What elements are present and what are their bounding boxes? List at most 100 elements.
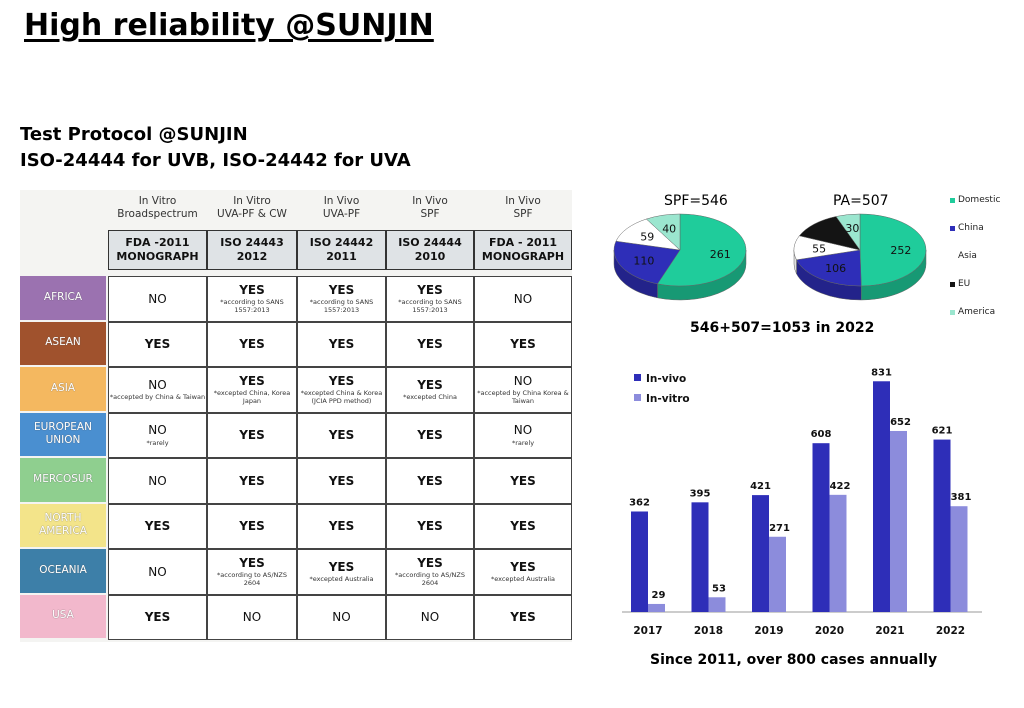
table-cell: NO [108, 549, 207, 595]
region-label: ASIA [20, 367, 106, 411]
column-header-line: Broadspectrum [117, 208, 198, 220]
bar-value-label: 53 [712, 583, 726, 594]
region-label: ASEAN [20, 321, 106, 365]
column-header: In Vivo UVA-PF [297, 190, 386, 226]
table-cell: YES *excepted China, Korea Japan [207, 367, 297, 413]
table-cell: YES *excepted Australia [297, 549, 386, 595]
cell-value: YES [417, 337, 443, 352]
cell-note: *rarely [511, 438, 535, 447]
pie-value-label: 252 [890, 244, 911, 257]
cell-value: YES [239, 555, 265, 570]
bar-in-vivo [812, 443, 830, 612]
bar-in-vivo [691, 502, 709, 612]
cell-value: YES [510, 337, 536, 352]
cell-value: NO [513, 423, 533, 438]
column-header: In Vitro Broadspectrum [108, 190, 207, 226]
legend-item: Asia [950, 251, 977, 261]
table-cell: YES [108, 321, 207, 367]
cell-value: YES [417, 473, 443, 488]
cell-note: *according to SANS 1557:2013 [309, 298, 374, 315]
legend-swatch [950, 309, 955, 315]
bar-in-vivo [752, 495, 769, 612]
legend-label: Domestic [958, 195, 1001, 205]
legend-item: EU [950, 279, 970, 289]
bar-in-vivo [933, 439, 951, 612]
cell-value: YES [239, 373, 265, 388]
x-tick-label: 2017 [633, 625, 662, 637]
cell-note: *excepted Australia [490, 575, 556, 584]
legend-item: America [950, 307, 995, 317]
cell-value: NO [332, 610, 351, 625]
x-tick-label: 2019 [754, 625, 783, 637]
cell-note: *accepted by China Korea & Taiwan [477, 389, 569, 406]
cell-value: YES [328, 337, 355, 352]
bar-in-vitro [708, 597, 726, 612]
standard-header: ISO 24442 2011 [297, 230, 386, 270]
table-cell: YES [207, 458, 297, 504]
region-label: AFRICA [20, 276, 106, 320]
pie-value-label: 106 [825, 262, 846, 275]
cell-value: YES [510, 519, 536, 534]
table-cell: YES [297, 412, 386, 458]
cell-value: YES [328, 373, 355, 388]
bar-value-label: 652 [890, 417, 911, 428]
pie-slice [657, 213, 747, 287]
cell-value: YES [417, 377, 443, 392]
table-cell: NO [297, 594, 386, 640]
table-cell: YES [386, 412, 474, 458]
table-cell: NO *rarely [474, 412, 572, 458]
bar-in-vivo [873, 381, 890, 612]
table-cell: YES [207, 321, 297, 367]
column-header: In Vitro UVA-PF & CW [207, 190, 297, 226]
cell-value: YES [328, 519, 355, 534]
cell-value: YES [510, 559, 536, 574]
cell-note: *excepted China, Korea Japan [213, 389, 291, 406]
table-cell: YES *according to SANS 1557:2013 [386, 276, 474, 322]
cell-value: YES [328, 473, 355, 488]
pie-slice [613, 240, 681, 285]
table-cell: YES *according to SANS 1557:2013 [297, 276, 386, 322]
cell-value: YES [239, 428, 265, 443]
cell-value: YES [144, 610, 171, 625]
standard-header-line: ISO 24442 [309, 235, 374, 249]
cell-value: NO [148, 291, 167, 306]
cell-value: NO [513, 291, 533, 306]
table-cell: NO [108, 276, 207, 322]
cell-value: YES [239, 282, 265, 297]
cell-value: NO [513, 373, 533, 388]
table-cell: NO *accepted by China & Taiwan [108, 367, 207, 413]
cell-value: YES [417, 555, 443, 570]
bar-in-vitro [829, 494, 847, 612]
table-cell: YES [108, 594, 207, 640]
table-cell: YES *excepted Australia [474, 549, 572, 595]
pie-value-label: 59 [640, 231, 654, 244]
test-protocol-table: In Vitro Broadspectrum In Vitro UVA-PF & CW… [20, 190, 572, 642]
table-cell: YES *excepted China [386, 367, 474, 413]
legend-swatch [950, 253, 955, 259]
pie-slice [835, 213, 861, 251]
bar-chart-footnote: Since 2011, over 800 cases annually [650, 652, 938, 668]
table-cell: NO [386, 594, 474, 640]
cell-note: *excepted China & Korea (JCIA PPD method… [300, 389, 383, 406]
cell-value: NO [420, 610, 440, 625]
cell-value: YES [239, 519, 265, 534]
cell-value: YES [417, 428, 443, 443]
region-label: MERCOSUR [20, 458, 106, 502]
cell-value: NO [148, 473, 167, 488]
standard-header-line: 2010 [414, 250, 446, 263]
bar-value-label: 395 [690, 488, 711, 499]
x-tick-label: 2022 [936, 625, 965, 637]
pie-slice [859, 213, 927, 287]
table-cell: YES [207, 503, 297, 549]
bar-value-label: 608 [811, 429, 832, 440]
x-tick-label: 2021 [875, 625, 904, 637]
pie-charts: 261 110 59 40 252 106 55 30 [613, 213, 927, 301]
cell-value: YES [328, 282, 355, 297]
cell-note: *excepted Australia [309, 575, 374, 584]
standard-header-line: 2011 [326, 250, 357, 263]
column-header-line: SPF [420, 208, 440, 220]
standard-header-line: MONOGRAPH [481, 250, 565, 263]
table-cell: NO [108, 458, 207, 504]
column-header-line: In Vitro [138, 194, 177, 207]
bar-legend-label: In-vitro [646, 393, 690, 405]
